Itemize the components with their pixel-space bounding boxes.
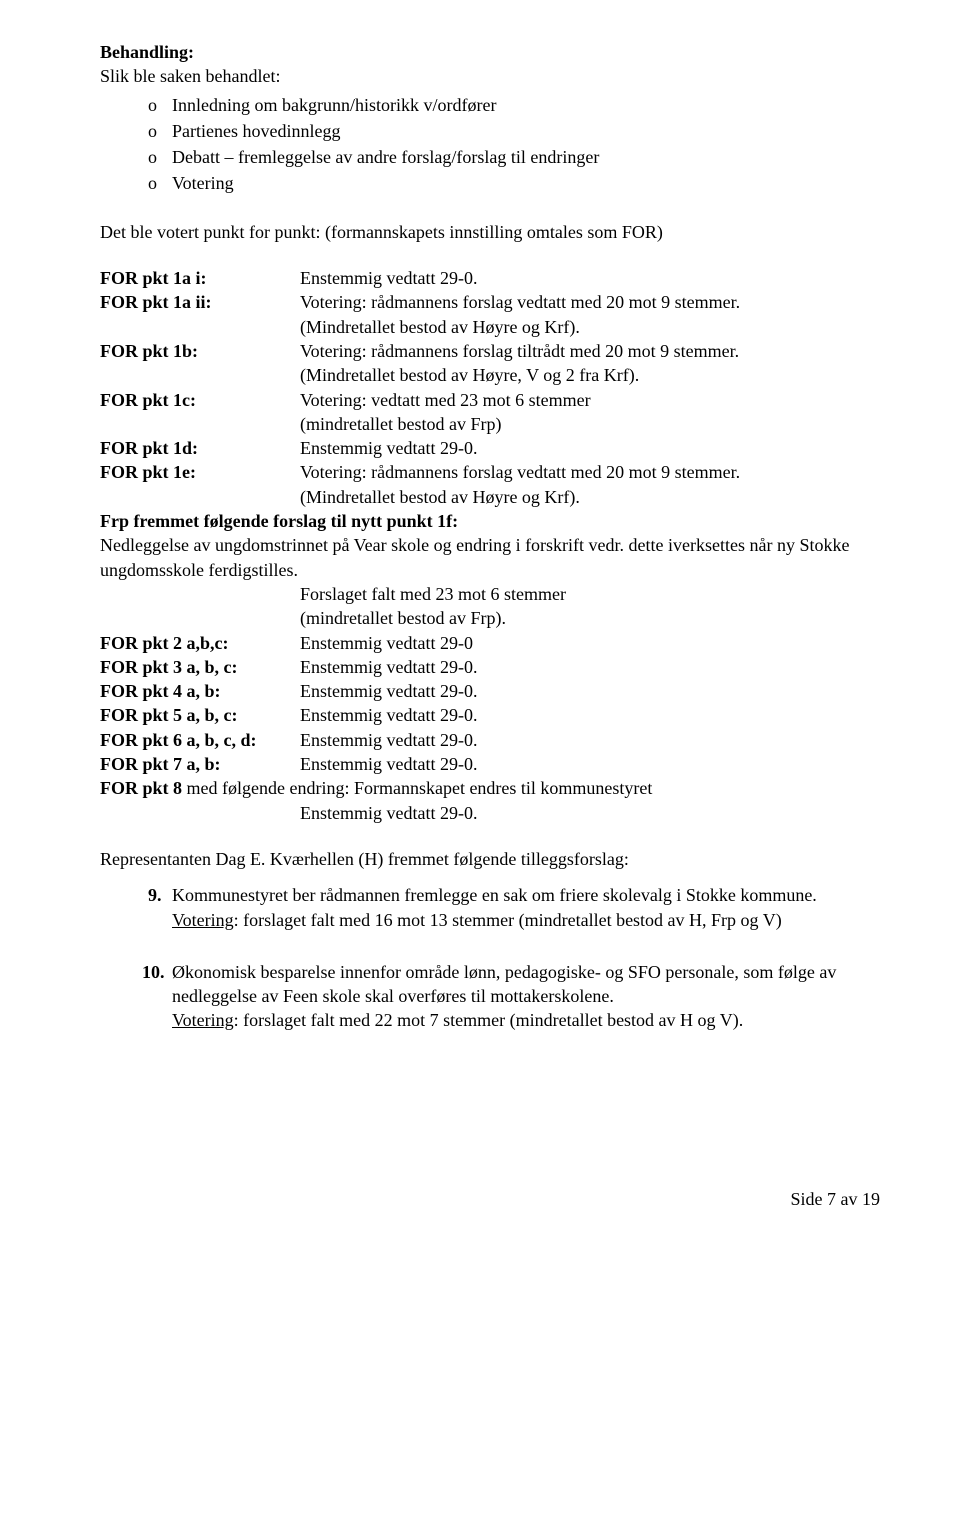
bullet-item: Votering xyxy=(148,171,880,195)
vote-value: Enstemmig vedtatt 29-0. xyxy=(300,436,880,460)
votering-result: : forslaget falt med 16 mot 13 stemmer (… xyxy=(234,910,782,930)
bullet-item: Partienes hovedinnlegg xyxy=(148,119,880,143)
vote-value: Enstemmig vedtatt 29-0. xyxy=(300,679,880,703)
item-number: 9. xyxy=(148,883,162,907)
item-text: Kommunestyret ber rådmannen fremlegge en… xyxy=(172,885,817,905)
frp-result-detail: (mindretallet bestod av Frp). xyxy=(100,606,880,630)
vote-value: (mindretallet bestod av Frp) xyxy=(300,412,880,436)
votering-result: : forslaget falt med 22 mot 7 stemmer (m… xyxy=(234,1010,744,1030)
vote-value: (Mindretallet bestod av Høyre, V og 2 fr… xyxy=(300,363,880,387)
vote-label: FOR pkt 2 a,b,c: xyxy=(100,631,300,655)
votering-label: Votering xyxy=(172,910,234,930)
vote-value: Votering: rådmannens forslag vedtatt med… xyxy=(300,290,880,314)
vote-value: Enstemmig vedtatt 29-0. xyxy=(300,266,880,290)
vote-value: Enstemmig vedtatt 29-0. xyxy=(300,728,880,752)
bullet-item: Innledning om bakgrunn/historikk v/ordfø… xyxy=(148,93,880,117)
vote-value: Enstemmig vedtatt 29-0. xyxy=(300,752,880,776)
vote-value: Enstemmig vedtatt 29-0 xyxy=(300,631,880,655)
proposal-list: 9. Kommunestyret ber rådmannen fremlegge… xyxy=(100,883,880,932)
vote-label: FOR pkt 1c: xyxy=(100,388,300,412)
vote-value: Votering: rådmannens forslag tiltrådt me… xyxy=(300,339,880,363)
voting-block-1: FOR pkt 1a i:Enstemmig vedtatt 29-0. FOR… xyxy=(100,266,880,509)
voting-block-2: FOR pkt 2 a,b,c:Enstemmig vedtatt 29-0 F… xyxy=(100,631,880,777)
vote-value: Votering: rådmannens forslag vedtatt med… xyxy=(300,460,880,484)
proposal-item-10: 10. Økonomisk besparelse innenfor område… xyxy=(148,960,880,1033)
vote-label: FOR pkt 1a ii: xyxy=(100,290,300,314)
page-body: Behandling: Slik ble saken behandlet: In… xyxy=(0,0,960,1079)
votering-label: Votering xyxy=(172,1010,234,1030)
vote-label: FOR pkt 5 a, b, c: xyxy=(100,703,300,727)
vote-label: FOR pkt 1a i: xyxy=(100,266,300,290)
bullet-list: Innledning om bakgrunn/historikk v/ordfø… xyxy=(100,93,880,196)
frp-heading: Frp fremmet følgende forslag til nytt pu… xyxy=(100,509,880,533)
vote-label: FOR pkt 3 a, b, c: xyxy=(100,655,300,679)
vote-label: FOR pkt 1b: xyxy=(100,339,300,363)
vote-label: FOR pkt 7 a, b: xyxy=(100,752,300,776)
heading-behandling: Behandling: xyxy=(100,40,880,64)
vote-value: (Mindretallet bestod av Høyre og Krf). xyxy=(300,315,880,339)
proposal-list-2: 10. Økonomisk besparelse innenfor område… xyxy=(100,960,880,1033)
vote-tail-8: med følgende endring: Formannskapet endr… xyxy=(182,778,652,798)
preamble: Det ble votert punkt for punkt: (formann… xyxy=(100,220,880,244)
item-text: Økonomisk besparelse innenfor område løn… xyxy=(172,962,836,1006)
vote-row-8: FOR pkt 8 med følgende endring: Formanns… xyxy=(100,776,880,800)
vote-label: FOR pkt 6 a, b, c, d: xyxy=(100,728,300,752)
vote-value: Enstemmig vedtatt 29-0. xyxy=(300,655,880,679)
vote-value: Enstemmig vedtatt 29-0. xyxy=(300,703,880,727)
vote-label: FOR pkt 1e: xyxy=(100,460,300,484)
vote-value: (Mindretallet bestod av Høyre og Krf). xyxy=(300,485,880,509)
bullet-item: Debatt – fremleggelse av andre forslag/f… xyxy=(148,145,880,169)
vote-label: FOR pkt 1d: xyxy=(100,436,300,460)
frp-text: Nedleggelse av ungdomstrinnet på Vear sk… xyxy=(100,533,880,582)
page-footer: Side 7 av 19 xyxy=(0,1079,960,1250)
frp-result: Forslaget falt med 23 mot 6 stemmer xyxy=(100,582,880,606)
vote-result-8: Enstemmig vedtatt 29-0. xyxy=(100,801,880,825)
vote-value: Votering: vedtatt med 23 mot 6 stemmer xyxy=(300,388,880,412)
vote-label: FOR pkt 4 a, b: xyxy=(100,679,300,703)
item-number: 10. xyxy=(142,960,165,984)
proposal-item-9: 9. Kommunestyret ber rådmannen fremlegge… xyxy=(148,883,880,932)
rep-intro: Representanten Dag E. Kværhellen (H) fre… xyxy=(100,847,880,871)
intro-line: Slik ble saken behandlet: xyxy=(100,64,880,88)
vote-label-8: FOR pkt 8 xyxy=(100,778,182,798)
